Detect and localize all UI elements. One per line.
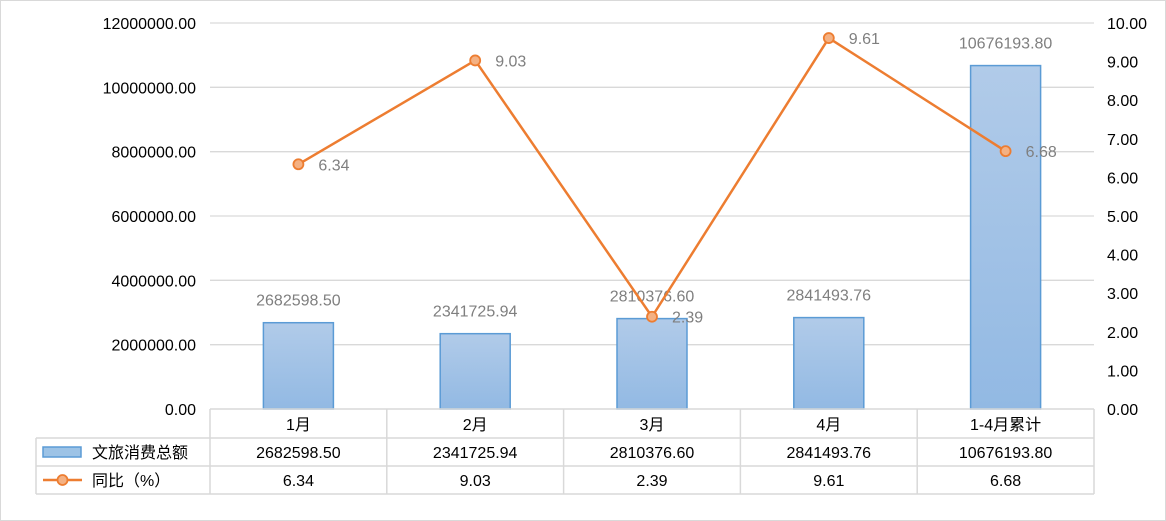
category-label: 3月	[640, 417, 665, 434]
yoy-line	[297, 36, 1007, 318]
table-cell-amount: 2841493.76	[787, 445, 872, 462]
legend-bar-label: 文旅消费总额	[92, 444, 188, 462]
y-left-tick: 10000000.00	[103, 80, 197, 97]
category-label: 4月	[816, 417, 841, 434]
legend-line-label: 同比（%）	[92, 472, 170, 490]
y-left-tick: 4000000.00	[111, 273, 196, 290]
bar[interactable]	[262, 321, 335, 410]
table-cell-yoy: 9.03	[460, 473, 491, 490]
y-right-tick: 6.00	[1107, 170, 1138, 187]
line-data-label: 2.39	[672, 310, 703, 327]
category-label: 1-4月累计	[970, 416, 1041, 434]
y-left-tick: 0.00	[165, 402, 196, 419]
table-cell-amount: 2682598.50	[256, 445, 341, 462]
bar-data-label: 2810376.60	[610, 289, 695, 306]
line-data-label: 9.03	[495, 53, 526, 70]
line-data-label: 6.68	[1026, 144, 1057, 161]
bar-data-label: 2682598.50	[256, 293, 341, 310]
y-left-tick: 6000000.00	[111, 209, 196, 226]
category-label: 1月	[286, 417, 311, 434]
y-right-tick: 4.00	[1107, 248, 1138, 265]
y-right-tick: 1.00	[1107, 363, 1138, 380]
line-data-label: 6.34	[318, 157, 349, 174]
y-right-tick: 2.00	[1107, 325, 1138, 342]
y-left-tick: 8000000.00	[111, 145, 196, 162]
y-right-tick: 8.00	[1107, 93, 1138, 110]
bar-data-label: 2841493.76	[787, 288, 872, 305]
bar-data-label: 10676193.80	[959, 36, 1053, 53]
legend-marker-icon	[56, 474, 69, 486]
table-cell-amount: 2341725.94	[433, 445, 518, 462]
line-data-label: 9.61	[849, 31, 880, 48]
line-marker[interactable]	[469, 54, 482, 67]
table-cell-amount: 10676193.80	[959, 445, 1053, 462]
legend-bar-swatch-icon	[42, 446, 82, 458]
y-right-tick: 5.00	[1107, 209, 1138, 226]
bar-data-label: 2341725.94	[433, 304, 518, 321]
y-right-tick: 3.00	[1107, 286, 1138, 303]
y-right-tick: 10.00	[1107, 16, 1147, 33]
table-cell-yoy: 6.68	[990, 473, 1021, 490]
bar[interactable]	[969, 64, 1042, 410]
table-cell-amount: 2810376.60	[610, 445, 695, 462]
bar[interactable]	[439, 332, 511, 410]
line-marker[interactable]	[999, 145, 1012, 158]
line-marker[interactable]	[822, 32, 835, 44]
y-left-tick: 2000000.00	[111, 338, 196, 355]
table-cell-yoy: 6.34	[283, 473, 314, 490]
category-label: 2月	[463, 417, 488, 434]
table-cell-yoy: 2.39	[636, 473, 667, 490]
y-right-tick: 7.00	[1107, 132, 1138, 149]
line-marker[interactable]	[646, 310, 658, 323]
bar[interactable]	[793, 316, 865, 410]
y-right-tick: 9.00	[1107, 55, 1138, 72]
y-left-tick: 12000000.00	[103, 16, 197, 33]
line-marker[interactable]	[292, 158, 305, 171]
table-cell-yoy: 9.61	[813, 473, 844, 490]
bar[interactable]	[616, 317, 688, 410]
y-right-tick: 0.00	[1107, 402, 1138, 419]
